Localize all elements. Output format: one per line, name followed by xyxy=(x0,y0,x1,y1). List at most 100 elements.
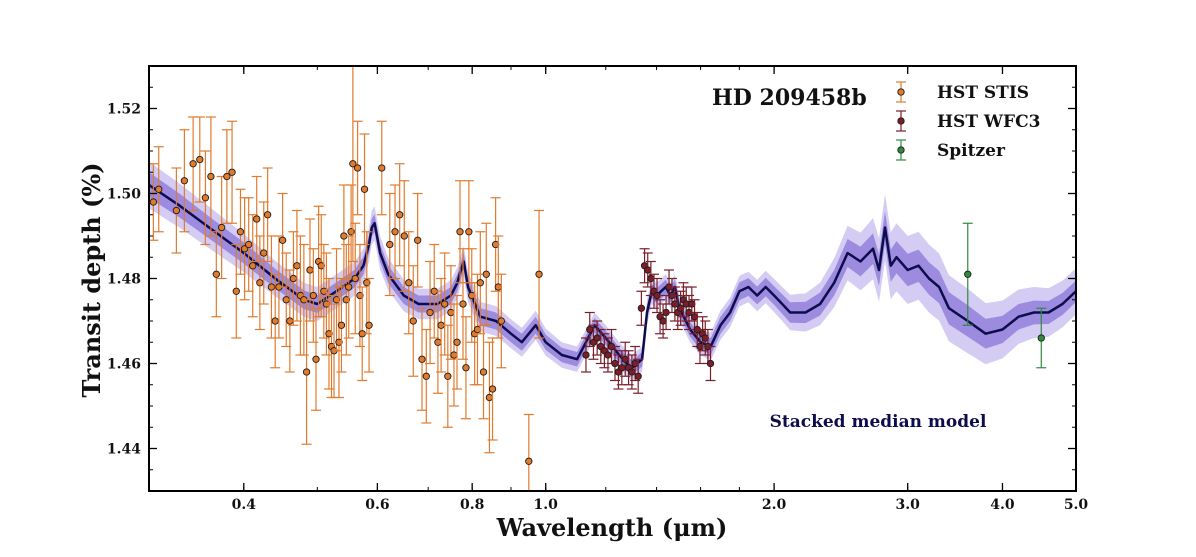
data-point-stis xyxy=(288,231,299,326)
model-band-inner xyxy=(149,172,1076,375)
marker xyxy=(488,385,497,393)
marker xyxy=(189,160,197,168)
data-point-stis xyxy=(390,184,401,280)
marker xyxy=(317,262,325,270)
y-tick-label: 1.44 xyxy=(107,442,141,458)
data-point-wfc3 xyxy=(636,290,647,326)
marker xyxy=(172,206,181,215)
marker xyxy=(223,172,231,181)
marker xyxy=(582,351,590,359)
data-point-stis xyxy=(323,277,334,390)
data-point-stis xyxy=(247,214,258,318)
data-point-stis xyxy=(211,231,222,318)
series-stis xyxy=(149,66,545,491)
data-point-stis xyxy=(350,222,361,335)
marker xyxy=(353,164,362,172)
marker xyxy=(306,266,314,274)
marker xyxy=(263,211,272,219)
marker xyxy=(1037,334,1045,342)
marker xyxy=(363,279,371,287)
data-point-wfc3 xyxy=(584,311,595,348)
marker xyxy=(155,185,163,193)
marker xyxy=(249,262,257,270)
marker xyxy=(462,364,470,372)
x-tick-label: 0.4 xyxy=(232,497,257,513)
data-point-stis xyxy=(460,316,471,420)
data-point-stis xyxy=(310,307,321,411)
data-point-stis xyxy=(457,248,468,360)
legend-label: Spitzer xyxy=(937,141,1006,161)
marker xyxy=(396,211,404,219)
model-annotation: Stacked median model xyxy=(770,412,987,432)
data-point-wfc3 xyxy=(705,345,716,382)
marker xyxy=(335,338,343,346)
marker xyxy=(228,168,236,176)
data-point-wfc3 xyxy=(602,337,613,373)
data-point-stis xyxy=(417,307,428,411)
data-point-stis xyxy=(336,277,347,373)
marker xyxy=(212,270,220,278)
marker xyxy=(485,393,494,402)
y-axis-label: Transit depth (%) xyxy=(77,162,106,397)
data-point-stis xyxy=(281,252,292,348)
data-point-stis xyxy=(231,243,242,339)
marker xyxy=(302,368,311,376)
legend-marker xyxy=(897,117,905,125)
data-point-wfc3 xyxy=(642,252,653,288)
data-point-spitzer xyxy=(1036,307,1047,369)
marker xyxy=(180,177,189,185)
marker xyxy=(476,279,484,287)
marker xyxy=(356,291,364,300)
marker xyxy=(400,232,408,240)
marker xyxy=(365,321,373,329)
marker xyxy=(282,296,290,304)
marker xyxy=(378,164,386,172)
x-tick-label: 2.0 xyxy=(762,497,787,513)
marker xyxy=(320,287,328,295)
marker xyxy=(422,372,430,380)
marker xyxy=(671,300,679,308)
marker xyxy=(444,372,452,380)
marker xyxy=(494,283,502,291)
y-tick-label: 1.46 xyxy=(107,357,141,373)
data-point-stis xyxy=(394,163,405,267)
data-point-stis xyxy=(239,197,250,301)
marker xyxy=(447,308,455,317)
marker xyxy=(196,155,204,164)
data-point-stis xyxy=(205,116,216,237)
data-point-stis xyxy=(318,243,329,339)
marker xyxy=(706,359,715,368)
marker xyxy=(149,198,158,206)
marker xyxy=(418,355,426,363)
data-point-stis xyxy=(227,120,238,224)
marker xyxy=(325,330,333,338)
x-tick-label: 4.0 xyxy=(990,497,1015,513)
marker xyxy=(207,172,215,181)
x-tick-label: 0.8 xyxy=(460,497,484,513)
data-point-stis xyxy=(466,248,477,343)
data-point-stis xyxy=(200,150,211,246)
marker xyxy=(525,457,533,465)
marker xyxy=(653,291,661,300)
data-point-stis xyxy=(194,116,205,203)
marker xyxy=(468,291,476,300)
marker xyxy=(628,368,636,376)
model-band-inner-layer xyxy=(149,172,1076,375)
marker xyxy=(337,321,346,329)
marker xyxy=(634,372,642,380)
marker xyxy=(497,317,505,325)
legend-label: HST WFC3 xyxy=(937,112,1040,132)
data-point-wfc3 xyxy=(700,320,711,356)
x-tick-label: 1.0 xyxy=(534,497,559,513)
marker xyxy=(535,270,543,278)
data-point-wfc3 xyxy=(626,354,637,390)
x-tick-label: 0.6 xyxy=(365,497,389,513)
data-point-stis xyxy=(216,175,227,280)
data-point-stis xyxy=(243,197,254,292)
marker xyxy=(456,228,464,236)
legend-item-spitzer: Spitzer xyxy=(896,139,1006,161)
data-point-stis xyxy=(343,235,354,339)
marker xyxy=(391,228,399,236)
data-point-stis xyxy=(179,129,190,233)
